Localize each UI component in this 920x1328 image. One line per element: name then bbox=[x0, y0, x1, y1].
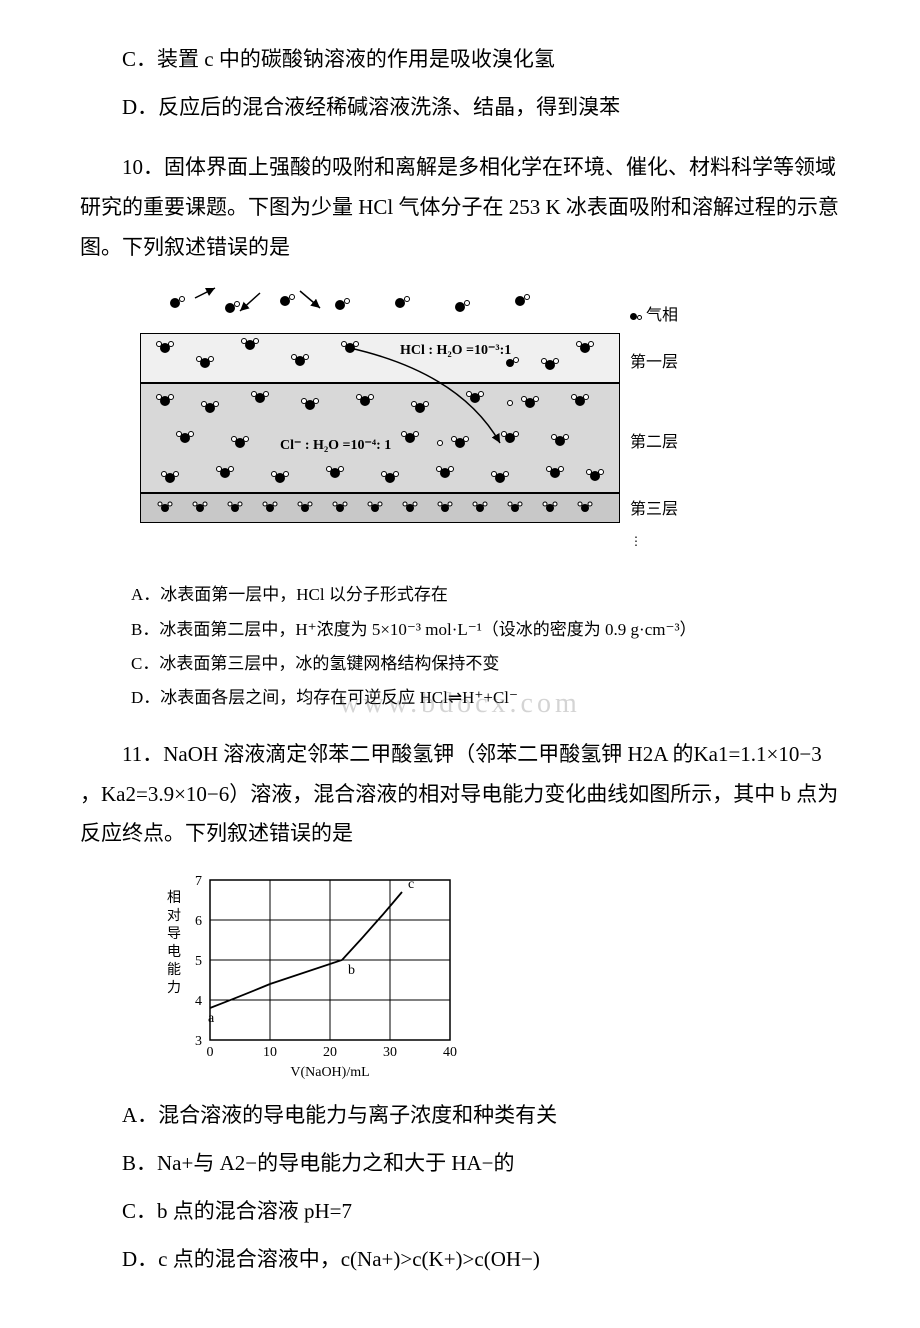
q11-option-d: D．c 点的混合溶液中，c(Na+)>c(K+)>c(OH−) bbox=[80, 1240, 840, 1280]
gas-phase-label: 气相 bbox=[630, 301, 678, 331]
svg-text:4: 4 bbox=[195, 994, 202, 1009]
svg-text:能: 能 bbox=[167, 962, 181, 978]
svg-text:6: 6 bbox=[195, 914, 202, 929]
layer-3-label: 第三层⋮ bbox=[630, 495, 678, 556]
conductivity-chart: 0 10 20 30 40 3 4 5 6 7 V(NaOH)/mL 相对导电能力 a b c bbox=[160, 870, 840, 1080]
ratio-1-text: HCl : H₂O =10⁻³:1 bbox=[400, 338, 511, 365]
svg-text:力: 力 bbox=[167, 980, 181, 996]
layer-1 bbox=[140, 333, 620, 383]
svg-text:V(NaOH)/mL: V(NaOH)/mL bbox=[290, 1065, 369, 1080]
q10-option-a: A．冰表面第一层中，HCl 以分子形式存在 bbox=[80, 579, 840, 611]
svg-text:0: 0 bbox=[207, 1045, 214, 1060]
layer-1-label: 第一层 bbox=[630, 348, 678, 378]
question-11: 11．NaOH 溶液滴定邻苯二甲酸氢钾（邻苯二甲酸氢钾 H2A 的Ka1=1.1… bbox=[80, 735, 840, 855]
svg-text:20: 20 bbox=[323, 1045, 337, 1060]
layer-3 bbox=[140, 493, 620, 523]
option-d: D．反应后的混合液经稀碱溶液洗涤、结晶，得到溴苯 bbox=[80, 88, 840, 128]
svg-text:对: 对 bbox=[167, 908, 181, 924]
svg-text:5: 5 bbox=[195, 954, 202, 969]
option-c: C．装置 c 中的碳酸钠溶液的作用是吸收溴化氢 bbox=[80, 40, 840, 80]
question-10: 10．固体界面上强酸的吸附和离解是多相化学在环境、催化、材料科学等领域研究的重要… bbox=[80, 148, 840, 268]
svg-text:40: 40 bbox=[443, 1045, 457, 1060]
chart-svg: 0 10 20 30 40 3 4 5 6 7 V(NaOH)/mL 相对导电能力 a b c bbox=[160, 870, 460, 1080]
svg-text:电: 电 bbox=[167, 944, 181, 960]
svg-text:a: a bbox=[208, 1011, 215, 1026]
svg-text:相: 相 bbox=[167, 890, 181, 906]
layer-2-label: 第二层 bbox=[630, 428, 678, 458]
q10-option-d: D．冰表面各层之间，均存在可逆反应 HCl⇌H⁺+Cl⁻ bbox=[80, 682, 840, 714]
svg-text:b: b bbox=[348, 963, 355, 978]
q11-option-b: B．Na+与 A2−的导电能力之和大于 HA−的 bbox=[80, 1144, 840, 1184]
ratio-2-text: Cl⁻ : H₂O =10⁻⁴: 1 bbox=[280, 433, 391, 460]
svg-text:30: 30 bbox=[383, 1045, 397, 1060]
gas-phase-layer bbox=[140, 283, 620, 333]
svg-text:10: 10 bbox=[263, 1045, 277, 1060]
q10-option-c: C．冰表面第三层中，冰的氢键网格结构保持不变 bbox=[80, 648, 840, 680]
q11-option-c: C．b 点的混合溶液 pH=7 bbox=[80, 1192, 840, 1232]
svg-text:7: 7 bbox=[195, 874, 202, 889]
svg-text:导: 导 bbox=[167, 927, 181, 942]
adsorption-figure: 气相 第一层 HCl : H₂O =10⁻³:1 第二层 Cl⁻ : H₂O =… bbox=[140, 283, 720, 563]
q10-option-b: B．冰表面第二层中，H⁺浓度为 5×10⁻³ mol·L⁻¹（设冰的密度为 0.… bbox=[80, 614, 840, 646]
svg-text:3: 3 bbox=[195, 1034, 202, 1049]
q11-option-a: A．混合溶液的导电能力与离子浓度和种类有关 bbox=[80, 1096, 840, 1136]
svg-text:c: c bbox=[408, 877, 414, 892]
